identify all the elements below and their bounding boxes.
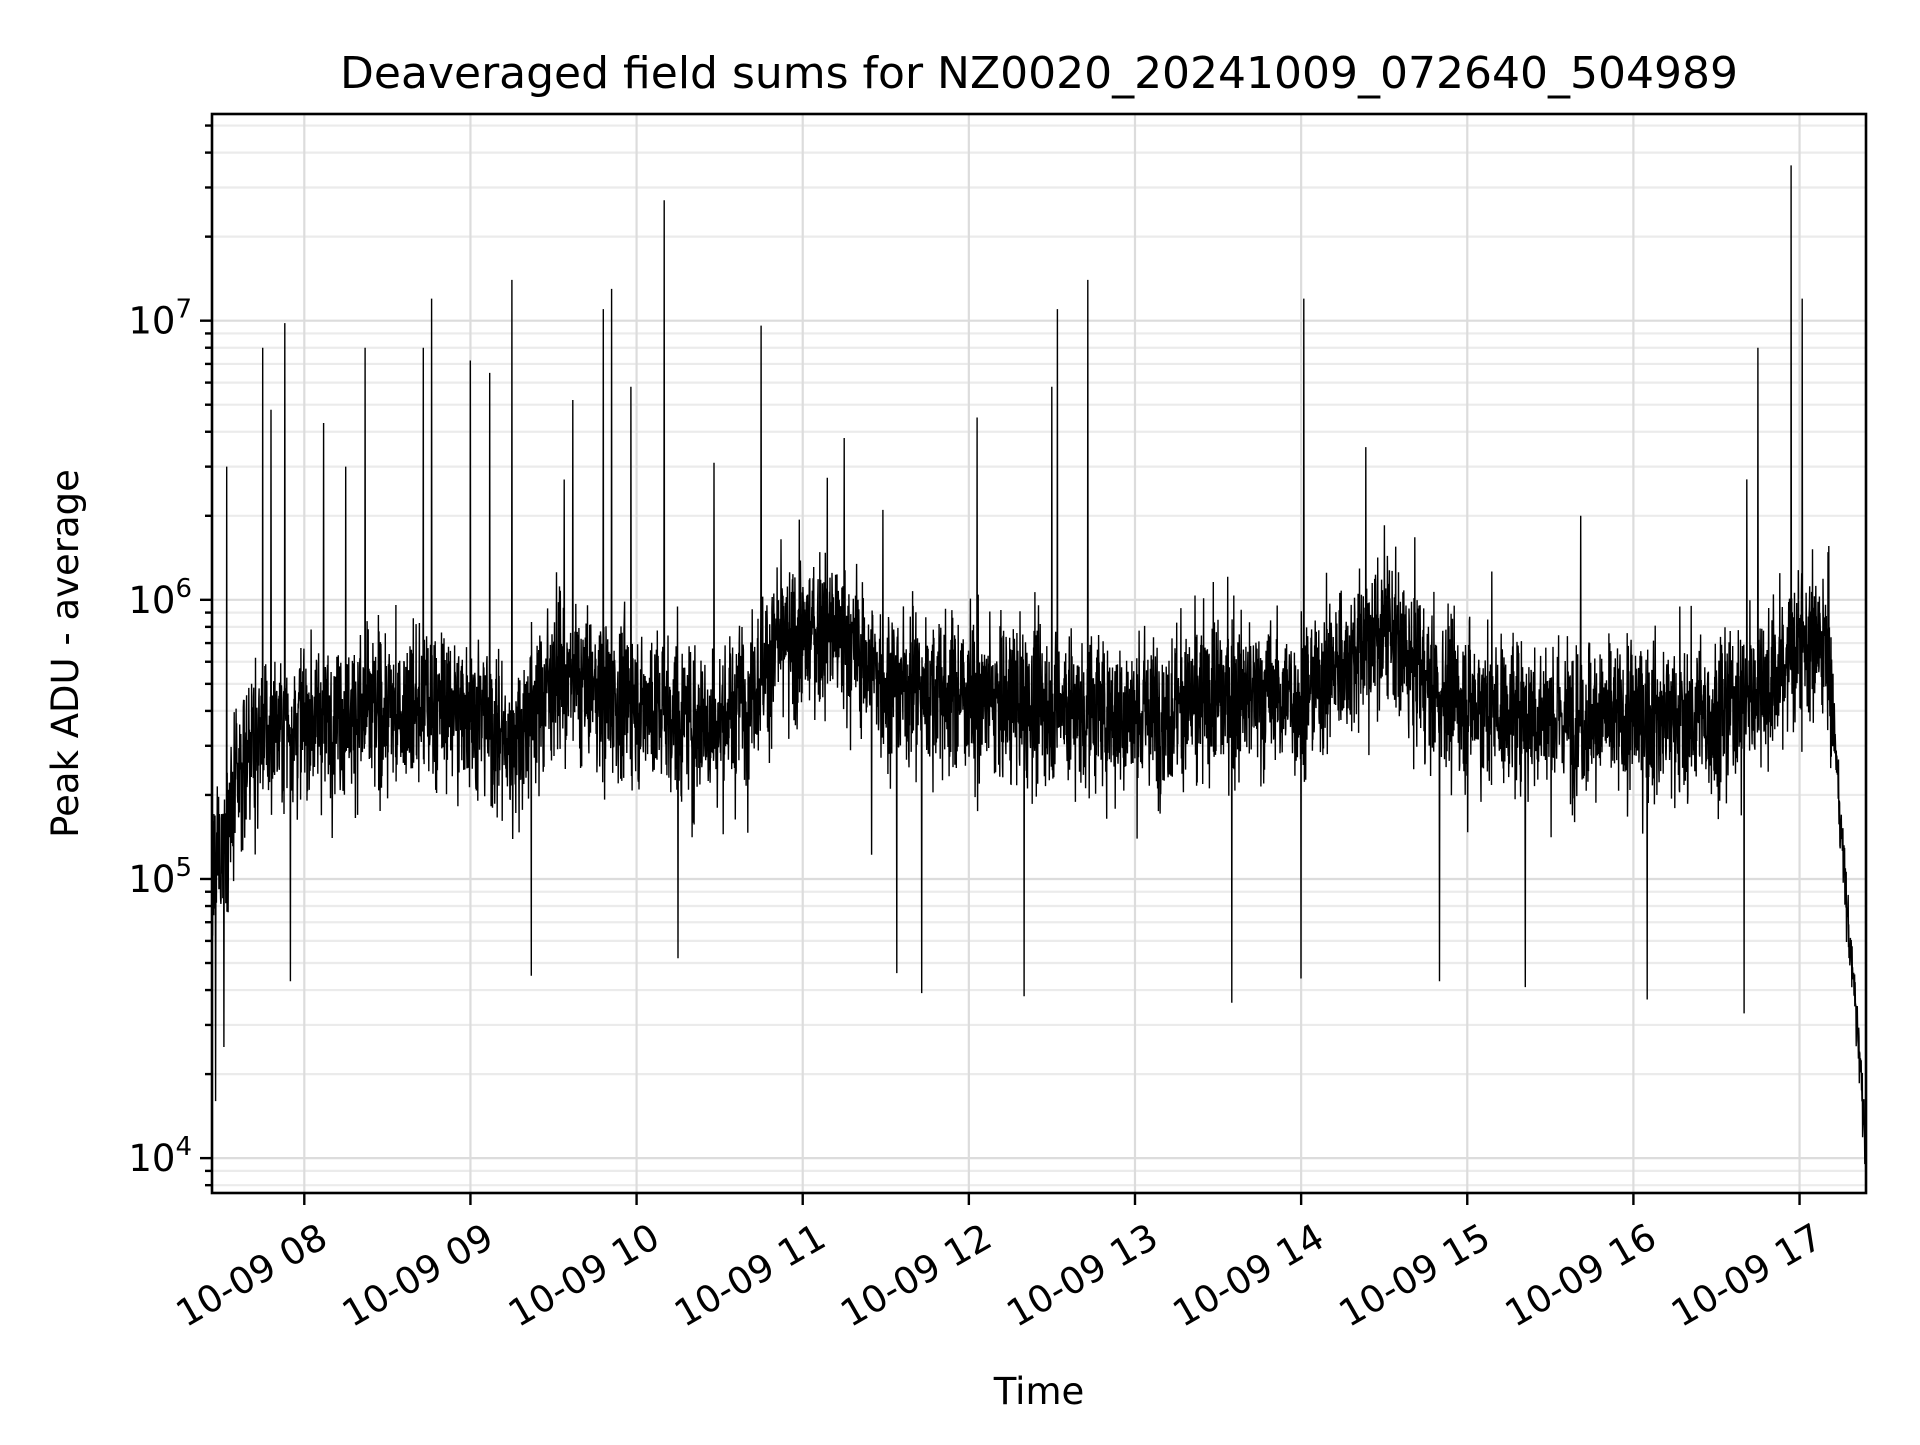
grid [212,114,1866,1193]
y-tick-label: 105 [128,853,192,901]
y-tick-label: 104 [128,1132,192,1180]
series-layer [211,165,1867,1165]
series-line [211,165,1867,1165]
ticks [200,124,1801,1205]
plot-frame [210,112,1868,1195]
y-axis-label: Peak ADU - average [44,469,87,838]
x-axis-label: Time [993,1370,1085,1413]
chart-title: Deaveraged field sums for NZ0020_2024100… [340,48,1738,99]
y-tick-label: 107 [128,295,192,343]
y-tick-label: 106 [128,574,192,622]
